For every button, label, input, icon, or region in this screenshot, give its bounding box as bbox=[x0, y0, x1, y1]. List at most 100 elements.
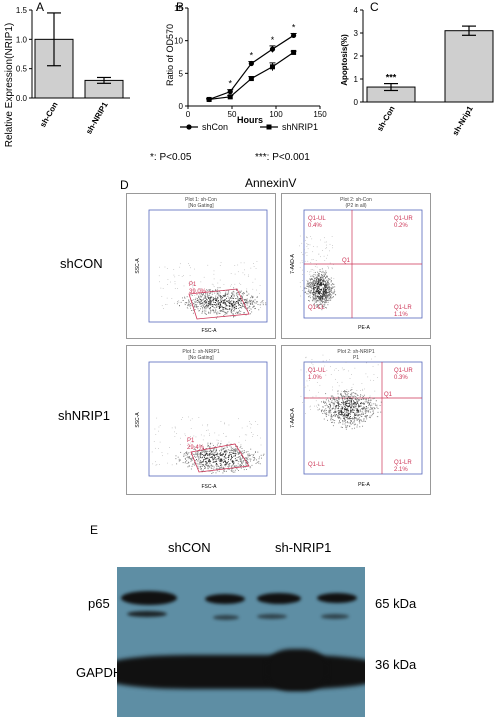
event-dot bbox=[328, 289, 330, 291]
flow-quad-xlabel: PE-A bbox=[358, 325, 370, 331]
event-dot bbox=[313, 303, 315, 305]
event-dot bbox=[200, 293, 202, 294]
event-dot bbox=[361, 395, 363, 396]
flow-quad-ylabel: 7-AAD-A bbox=[290, 253, 296, 273]
event-dot bbox=[310, 269, 312, 270]
event-dot bbox=[217, 282, 219, 284]
event-dot bbox=[231, 307, 233, 309]
event-dot bbox=[314, 405, 315, 407]
event-dot bbox=[235, 306, 237, 308]
event-dot bbox=[183, 275, 184, 277]
event-dot bbox=[340, 390, 342, 392]
event-dot bbox=[218, 434, 220, 436]
event-dot bbox=[329, 289, 331, 291]
event-dot bbox=[199, 461, 201, 463]
event-dot bbox=[318, 290, 320, 292]
event-dot bbox=[194, 301, 196, 303]
event-dot bbox=[195, 305, 197, 307]
event-dot bbox=[360, 411, 362, 413]
event-dot bbox=[320, 299, 322, 301]
event-dot bbox=[379, 404, 381, 406]
event-dot bbox=[196, 459, 197, 461]
event-dot bbox=[360, 405, 362, 407]
event-dot bbox=[341, 412, 342, 413]
event-dot bbox=[205, 462, 207, 463]
event-dot bbox=[326, 281, 328, 282]
event-dot bbox=[200, 308, 201, 310]
event-dot bbox=[239, 290, 241, 292]
event-dot bbox=[314, 278, 316, 280]
event-dot bbox=[314, 293, 316, 295]
event-dot bbox=[198, 467, 200, 469]
event-dot bbox=[376, 400, 377, 402]
event-dot bbox=[324, 282, 326, 284]
event-dot bbox=[316, 246, 318, 248]
event-dot bbox=[313, 272, 315, 273]
data-point bbox=[269, 64, 275, 70]
event-dot bbox=[174, 436, 176, 437]
flow-scatter-subtitle: [No Gating] bbox=[188, 355, 214, 361]
event-dot bbox=[224, 457, 226, 459]
event-dot bbox=[357, 410, 359, 412]
event-dot bbox=[342, 401, 344, 403]
event-dot bbox=[317, 283, 318, 285]
event-dot bbox=[370, 411, 372, 413]
event-dot bbox=[310, 278, 312, 279]
event-dot bbox=[257, 451, 259, 453]
quad-ul: Q1-UL bbox=[308, 368, 326, 374]
event-dot bbox=[335, 411, 337, 413]
event-dot bbox=[327, 254, 328, 256]
event-dot bbox=[205, 453, 207, 455]
event-dot bbox=[231, 448, 233, 450]
event-dot bbox=[374, 356, 376, 358]
event-dot bbox=[313, 285, 315, 287]
event-dot bbox=[207, 468, 209, 470]
event-dot bbox=[209, 459, 210, 460]
event-dot bbox=[302, 254, 304, 255]
event-dot bbox=[217, 442, 219, 444]
event-dot bbox=[307, 237, 308, 239]
event-dot bbox=[199, 453, 201, 455]
event-dot bbox=[201, 311, 203, 313]
event-dot bbox=[369, 402, 370, 404]
event-dot bbox=[247, 453, 249, 455]
event-dot bbox=[366, 362, 368, 364]
event-dot bbox=[338, 412, 340, 414]
event-dot bbox=[205, 298, 207, 300]
event-dot bbox=[357, 410, 359, 412]
event-dot bbox=[199, 304, 201, 306]
event-dot bbox=[334, 415, 336, 417]
event-dot bbox=[313, 294, 315, 296]
event-dot bbox=[314, 288, 315, 289]
event-dot bbox=[186, 451, 188, 453]
event-dot bbox=[351, 402, 353, 404]
event-dot bbox=[250, 427, 252, 429]
event-dot bbox=[239, 450, 241, 452]
event-dot bbox=[369, 397, 371, 398]
event-dot bbox=[244, 459, 246, 461]
event-dot bbox=[319, 283, 321, 284]
event-dot bbox=[328, 288, 330, 290]
event-dot bbox=[262, 304, 264, 306]
event-dot bbox=[213, 448, 215, 449]
event-dot bbox=[211, 451, 212, 453]
event-dot bbox=[299, 262, 301, 264]
event-dot bbox=[328, 401, 330, 403]
event-dot bbox=[307, 293, 309, 295]
event-dot bbox=[377, 416, 379, 418]
event-dot bbox=[322, 299, 324, 301]
event-dot bbox=[327, 265, 329, 267]
event-dot bbox=[215, 290, 217, 292]
event-dot bbox=[230, 284, 232, 286]
event-dot bbox=[366, 408, 368, 410]
event-dot bbox=[331, 267, 333, 269]
y-tick-label: 0.0 bbox=[16, 94, 28, 103]
event-dot bbox=[232, 302, 234, 304]
event-dot bbox=[206, 299, 208, 301]
event-dot bbox=[329, 293, 331, 295]
event-dot bbox=[351, 399, 353, 401]
event-dot bbox=[345, 411, 347, 413]
event-dot bbox=[200, 452, 202, 454]
event-dot bbox=[300, 286, 302, 288]
event-dot bbox=[240, 454, 242, 456]
